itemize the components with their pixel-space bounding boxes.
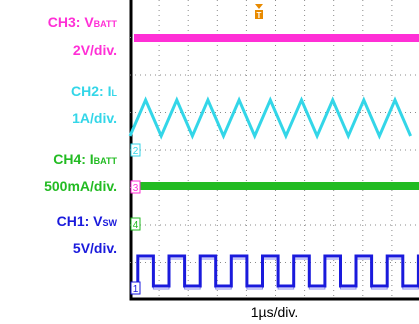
- channel-marker-label: 1: [133, 284, 139, 295]
- ch1-name: CH1: V: [56, 213, 103, 229]
- ch2-sub: L: [111, 88, 118, 98]
- series-ch1-vsw-noise: [134, 258, 419, 290]
- ch4-name: CH4: I: [53, 151, 94, 167]
- trigger-marker-label: T: [257, 11, 262, 20]
- channel-marker-box: [130, 281, 141, 295]
- ch3-name: CH3: V: [47, 14, 94, 30]
- ch2-label: CH2: IL: [71, 83, 117, 102]
- ch3-scale: 2V/div.: [72, 42, 117, 58]
- ch2-name: CH2: I: [71, 83, 112, 99]
- ch1-scale: 5V/div.: [72, 240, 117, 256]
- ch4-sub: BATT: [93, 156, 117, 166]
- ch1-sub: SW: [102, 218, 118, 228]
- ch3-sub: BATT: [93, 19, 117, 29]
- channel-marker-box: [130, 217, 141, 231]
- ch2-scale: 1A/div.: [72, 110, 117, 126]
- channel-marker-label: 2: [133, 146, 139, 157]
- series-ch2-il: [128, 96, 412, 140]
- channel-marker-label: 4: [133, 220, 139, 231]
- ch4-label: CH4: IBATT: [53, 151, 117, 170]
- channel-marker-label: 3: [133, 183, 139, 194]
- series-ch3-vbatt: [134, 34, 419, 42]
- ch3-label: CH3: VBATT: [48, 14, 117, 33]
- ch1-label: CH1: VSW: [57, 213, 117, 232]
- ch4-scale: 500mA/div.: [44, 178, 117, 194]
- channel-marker-box: [130, 143, 141, 157]
- channel-marker-box: [130, 180, 141, 194]
- trigger-marker-box: [255, 10, 263, 19]
- timebase-label: 1µs/div.: [250, 304, 299, 320]
- trigger-arrow: [255, 4, 263, 9]
- series-ch4-ibatt: [134, 182, 419, 190]
